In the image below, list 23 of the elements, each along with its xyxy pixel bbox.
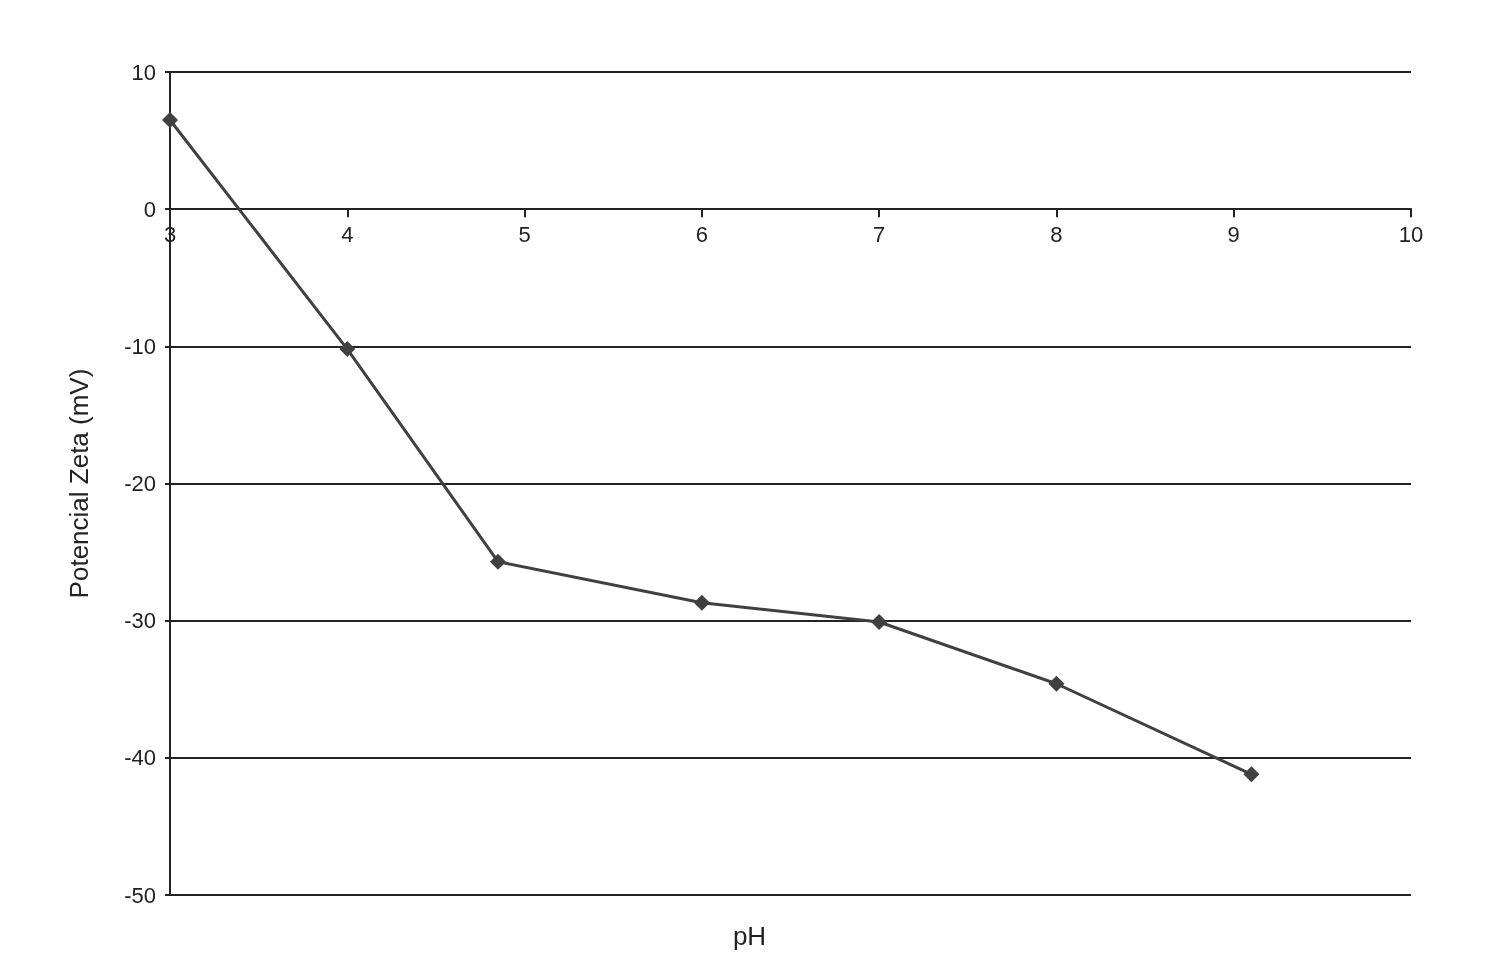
- y-tick-label: -40: [124, 745, 156, 771]
- x-tick-label: 5: [518, 221, 531, 247]
- x-tick-label: 6: [695, 221, 708, 247]
- point: [871, 614, 888, 631]
- point: [489, 553, 506, 570]
- x-axis-title: pH: [732, 921, 767, 951]
- x-tick-label: 10: [1398, 221, 1424, 247]
- point: [339, 341, 356, 358]
- point: [162, 112, 178, 129]
- y-tick-label: -20: [124, 471, 156, 496]
- x-tick-label: 7: [873, 221, 886, 247]
- x-tick-label: 4: [341, 221, 354, 247]
- y-tick-label: -50: [124, 882, 156, 908]
- y-axis-title: Potencial Zeta (mV): [64, 368, 94, 599]
- x-tick-label: 8: [1050, 221, 1063, 247]
- y-tick-label: 10: [131, 59, 156, 85]
- point: [1243, 766, 1260, 783]
- point: [693, 594, 710, 611]
- y-tick-label: -10: [124, 333, 156, 359]
- x-tick-label: 9: [1227, 221, 1240, 247]
- point: [1048, 675, 1065, 692]
- y-tick-label: 0: [143, 196, 156, 222]
- y-tick-label: -30: [124, 608, 156, 634]
